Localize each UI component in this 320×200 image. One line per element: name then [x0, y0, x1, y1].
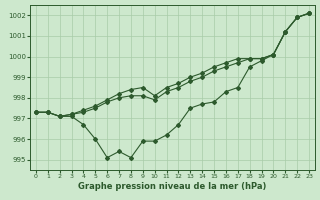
X-axis label: Graphe pression niveau de la mer (hPa): Graphe pression niveau de la mer (hPa) — [78, 182, 267, 191]
